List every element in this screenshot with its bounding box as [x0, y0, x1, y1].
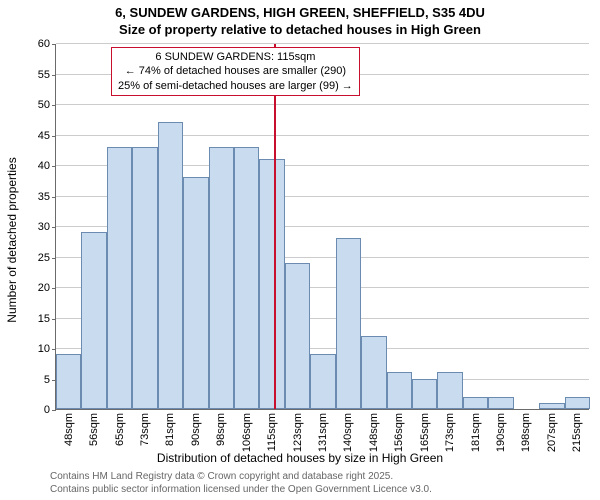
histogram-bar — [234, 147, 259, 409]
x-tick-label: 73sqm — [139, 413, 151, 446]
histogram-bar — [132, 147, 157, 409]
histogram-bar — [361, 336, 386, 409]
histogram-bar — [565, 397, 590, 409]
y-tick-label: 40 — [38, 160, 56, 172]
x-tick-label: 65sqm — [114, 413, 126, 446]
x-tick-label: 190sqm — [495, 413, 507, 452]
histogram-bar — [539, 403, 564, 409]
reference-line — [274, 44, 276, 409]
gridline — [56, 135, 589, 136]
y-tick-label: 30 — [38, 221, 56, 233]
plot-area: 05101520253035404550556048sqm56sqm65sqm7… — [55, 44, 589, 410]
x-tick-label: 115sqm — [266, 413, 278, 451]
y-tick-label: 10 — [38, 343, 56, 355]
annotation-line: 25% of semi-detached houses are larger (… — [118, 79, 353, 93]
x-tick-label: 148sqm — [368, 413, 380, 452]
histogram-bar — [107, 147, 132, 409]
y-tick-label: 60 — [38, 38, 56, 50]
y-tick-label: 55 — [38, 69, 56, 81]
histogram-bar — [412, 379, 437, 410]
x-tick-label: 48sqm — [63, 413, 75, 446]
y-tick-label: 5 — [44, 374, 56, 386]
y-tick-label: 50 — [38, 99, 56, 111]
footer-line1: Contains HM Land Registry data © Crown c… — [50, 470, 432, 483]
y-tick-label: 20 — [38, 282, 56, 294]
x-tick-label: 173sqm — [444, 413, 456, 452]
annotation-line: 6 SUNDEW GARDENS: 115sqm — [118, 50, 353, 64]
x-tick-label: 207sqm — [546, 413, 558, 452]
annotation-box: 6 SUNDEW GARDENS: 115sqm← 74% of detache… — [111, 47, 360, 96]
histogram-bar — [437, 372, 462, 409]
histogram-bar — [56, 354, 81, 409]
histogram-bar — [158, 122, 183, 409]
x-tick-label: 106sqm — [241, 413, 253, 452]
x-tick-label: 198sqm — [520, 413, 532, 452]
chart-container: 6, SUNDEW GARDENS, HIGH GREEN, SHEFFIELD… — [0, 0, 600, 500]
histogram-bar — [488, 397, 513, 409]
y-tick-label: 0 — [44, 404, 56, 416]
histogram-bar — [387, 372, 412, 409]
footer-line2: Contains public sector information licen… — [50, 483, 432, 496]
x-tick-label: 90sqm — [190, 413, 202, 446]
y-axis-label: Number of detached properties — [5, 157, 19, 322]
histogram-bar — [310, 354, 335, 409]
histogram-bar — [259, 159, 284, 409]
y-tick-label: 45 — [38, 130, 56, 142]
x-tick-label: 140sqm — [342, 413, 354, 452]
histogram-bar — [463, 397, 488, 409]
x-tick-label: 165sqm — [419, 413, 431, 452]
x-tick-label: 123sqm — [292, 413, 304, 452]
chart-title-line2: Size of property relative to detached ho… — [0, 22, 600, 37]
gridline — [56, 104, 589, 105]
x-tick-label: 181sqm — [470, 413, 482, 452]
chart-title-line1: 6, SUNDEW GARDENS, HIGH GREEN, SHEFFIELD… — [0, 5, 600, 20]
gridline — [56, 43, 589, 44]
histogram-bar — [336, 238, 361, 409]
x-tick-label: 215sqm — [571, 413, 583, 452]
x-tick-label: 81sqm — [164, 413, 176, 446]
x-tick-label: 131sqm — [317, 413, 329, 452]
histogram-bar — [183, 177, 208, 409]
y-tick-label: 35 — [38, 191, 56, 203]
histogram-bar — [209, 147, 234, 409]
histogram-bar — [81, 232, 106, 409]
y-tick-label: 25 — [38, 252, 56, 264]
x-axis-label: Distribution of detached houses by size … — [0, 451, 600, 465]
x-tick-label: 156sqm — [393, 413, 405, 452]
histogram-bar — [285, 263, 310, 409]
x-tick-label: 56sqm — [88, 413, 100, 446]
y-tick-label: 15 — [38, 313, 56, 325]
footer-attribution: Contains HM Land Registry data © Crown c… — [50, 470, 432, 496]
annotation-line: ← 74% of detached houses are smaller (29… — [118, 64, 353, 78]
x-tick-label: 98sqm — [215, 413, 227, 446]
